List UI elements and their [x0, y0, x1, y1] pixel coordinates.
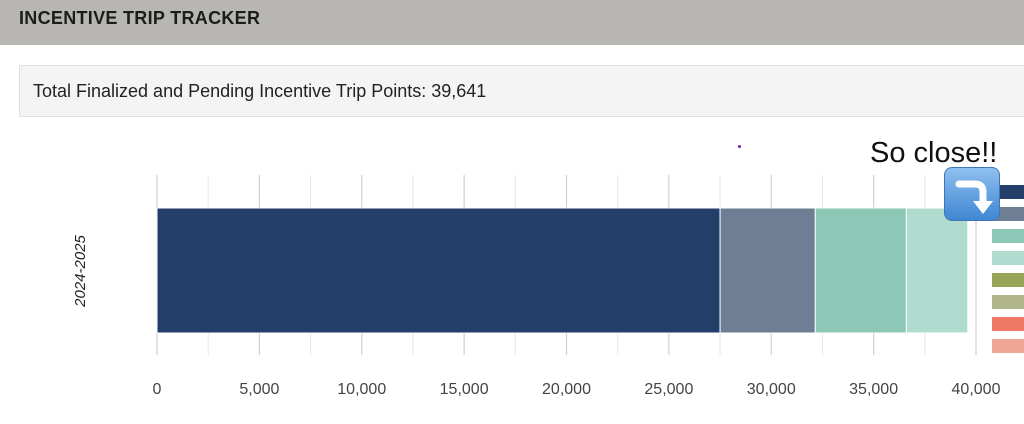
x-tick-label: 20,000 [542, 381, 591, 398]
arrow-curving-down-icon [944, 167, 1000, 221]
legend-swatch [992, 207, 1024, 221]
legend-swatch [992, 339, 1024, 353]
page-title: INCENTIVE TRIP TRACKER [19, 8, 261, 28]
x-tick-label: 35,000 [849, 381, 898, 398]
points-summary-text: Total Finalized and Pending Incentive Tr… [33, 81, 487, 101]
header-bar: INCENTIVE TRIP TRACKER [0, 0, 1024, 45]
incentive-points-chart: 0 5,000 10,000 15,000 20,000 25,000 30,000 35,0… [72, 175, 1024, 398]
legend-swatch [992, 251, 1024, 265]
legend-swatch [992, 295, 1024, 309]
x-tick-label: 15,000 [440, 381, 489, 398]
legend-swatch [992, 185, 1024, 199]
bar-segment-4 [905, 207, 969, 334]
legend-swatch [992, 317, 1024, 331]
x-tick-label: 5,000 [239, 381, 279, 398]
x-tick-label: 25,000 [644, 381, 693, 398]
x-tick-label: 0 [153, 381, 162, 398]
bar-segment-2 [719, 207, 816, 334]
annotation-text: So close!! [870, 137, 998, 169]
bar-segment-3 [814, 207, 907, 334]
bar-segment-1 [156, 207, 721, 334]
stray-dot [738, 145, 741, 148]
x-tick-label: 10,000 [337, 381, 386, 398]
legend-swatch [992, 273, 1024, 287]
category-label: 2024-2025 [72, 234, 89, 307]
x-tick-label: 30,000 [747, 381, 796, 398]
x-tick-label: 40,000 [952, 381, 1001, 398]
points-summary-panel: Total Finalized and Pending Incentive Tr… [19, 65, 1024, 117]
legend-swatch [992, 229, 1024, 243]
